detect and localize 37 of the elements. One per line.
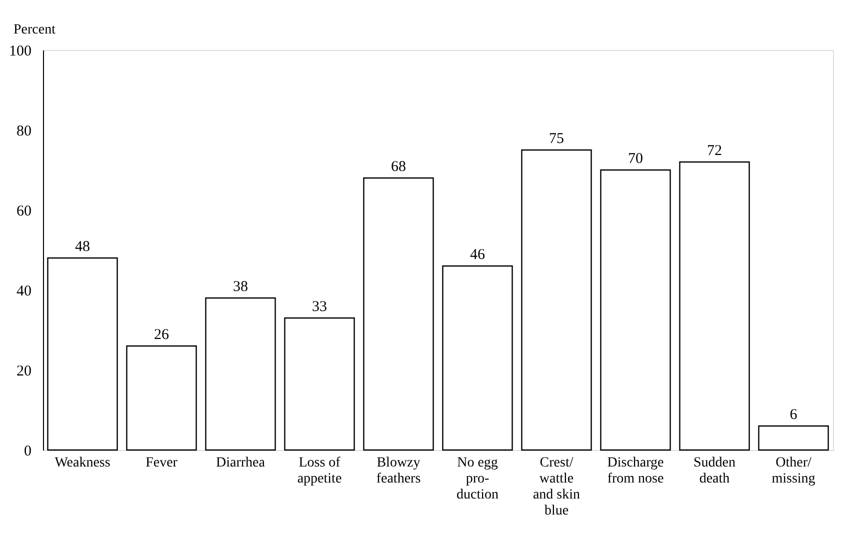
x-tick-label: Sudden death — [694, 456, 736, 486]
data-label: 72 — [707, 143, 722, 159]
bar — [600, 169, 671, 451]
x-tick-label: Crest/ wattle and skin blue — [532, 456, 580, 518]
data-label: 70 — [628, 151, 643, 167]
y-tick-label: 40 — [16, 284, 32, 300]
x-tick-label: Loss of appetite — [297, 456, 342, 486]
y-tick-label: 0 — [24, 444, 32, 460]
x-tick-label: Discharge from nose — [607, 456, 664, 486]
y-tick-label: 20 — [16, 364, 32, 380]
bar — [679, 161, 750, 451]
bar — [47, 257, 118, 451]
data-label: 68 — [391, 159, 406, 175]
data-label: 6 — [790, 407, 798, 423]
bar — [126, 345, 197, 451]
x-tick-label: No egg pro- duction — [456, 456, 498, 502]
y-tick-label: 60 — [16, 204, 32, 220]
x-tick-label: Weakness — [54, 456, 110, 470]
bar — [363, 177, 434, 451]
data-label: 33 — [312, 299, 327, 315]
data-label: 48 — [75, 239, 90, 255]
y-tick-label: 100 — [9, 44, 32, 60]
x-tick-label: Diarrhea — [216, 456, 266, 470]
data-label: 38 — [233, 279, 248, 295]
bar — [205, 297, 276, 451]
x-tick-label: Blowzy feathers — [376, 456, 421, 486]
x-tick-label: Other/ missing — [772, 456, 816, 486]
x-tick-label: Fever — [146, 456, 178, 470]
bar — [521, 149, 592, 451]
data-label: 75 — [549, 131, 564, 147]
y-axis-title: Percent — [14, 22, 56, 38]
bar — [442, 265, 513, 451]
bar — [284, 317, 355, 451]
y-tick-label: 80 — [16, 124, 32, 140]
bar — [758, 425, 829, 451]
data-label: 26 — [154, 327, 170, 343]
data-label: 46 — [470, 247, 486, 263]
